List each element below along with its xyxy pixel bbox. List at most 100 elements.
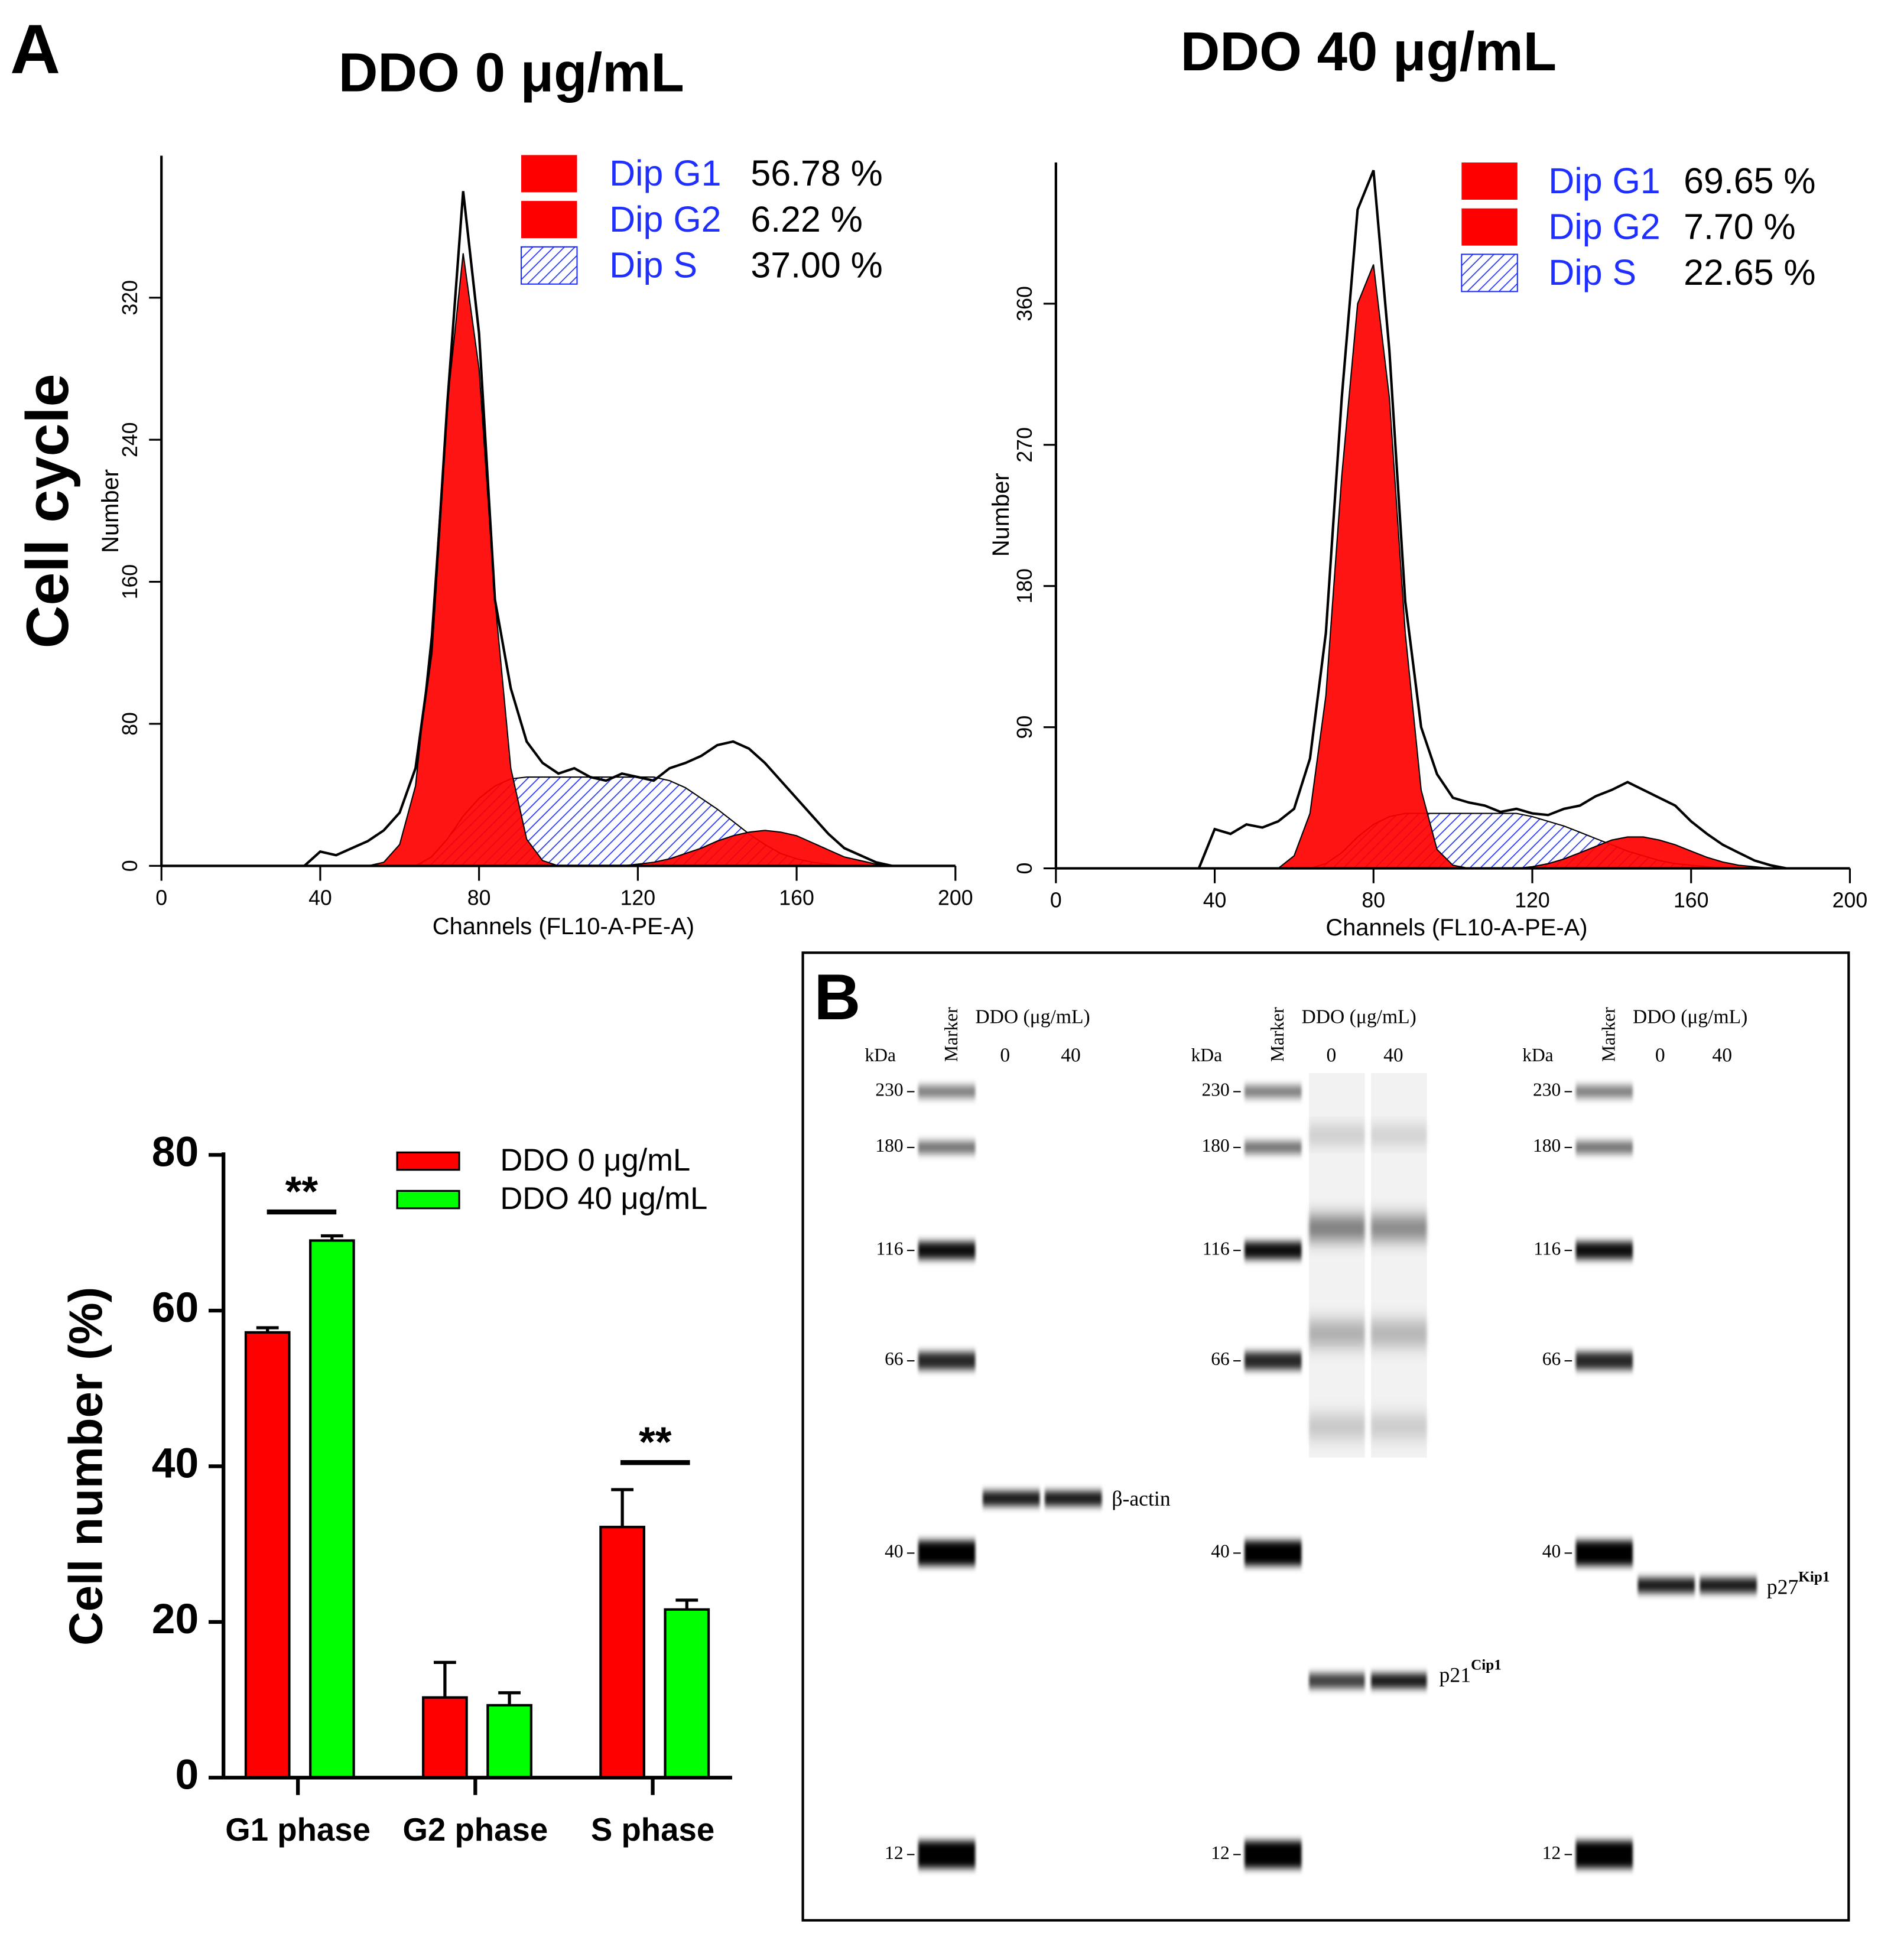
kda-label: kDa [865, 1045, 896, 1065]
lane-label: 40 [1061, 1044, 1081, 1066]
legend-swatch [1461, 162, 1518, 200]
protein-band [1044, 1491, 1102, 1506]
marker-size: 40 [885, 1541, 903, 1562]
kda-label: kDa [1191, 1045, 1222, 1065]
marker-size: 40 [1211, 1541, 1229, 1562]
fit-area [1198, 264, 1786, 869]
legend-label: Dip G1 [609, 153, 721, 193]
histogram-line [1197, 170, 1787, 870]
y-tick-label: 20 [152, 1595, 199, 1643]
legend-label: Dip G2 [609, 199, 721, 239]
legend-label: Dip S [609, 245, 697, 285]
x-tick-label: 200 [938, 886, 973, 909]
marker-size: 40 [1542, 1541, 1561, 1562]
smear-band [1371, 1415, 1427, 1438]
marker-band [1575, 1841, 1633, 1868]
y-tick-label: 360 [1013, 286, 1037, 321]
legend-label: DDO 40 μg/mL [500, 1181, 707, 1216]
row-label: Cell cycle [15, 373, 81, 648]
y-tick-label: 0 [1013, 863, 1037, 875]
y-tick-label: 80 [152, 1128, 199, 1175]
legend-share: 7.70 % [1684, 206, 1796, 246]
marker-size: 116 [1203, 1238, 1230, 1259]
legend-swatch [521, 201, 577, 239]
protein-superscript: Cip1 [1471, 1657, 1502, 1673]
x-tick-label: 160 [779, 886, 814, 909]
marker-size: 180 [1533, 1135, 1561, 1156]
x-tick-label: 0 [1050, 889, 1062, 912]
marker-size: 12 [1542, 1842, 1561, 1863]
y-tick-label: 320 [118, 280, 142, 316]
x-tick-label: 40 [308, 886, 332, 909]
bar [244, 1331, 291, 1779]
marker-band [1244, 1540, 1302, 1566]
chart-title: DDO 0 μg/mL [339, 42, 684, 103]
bar [664, 1608, 710, 1779]
marker-size: 180 [1202, 1135, 1230, 1156]
x-tick-label: 80 [467, 886, 491, 909]
chart-title: DDO 40 μg/mL [1181, 21, 1557, 82]
marker-band [1575, 1085, 1633, 1098]
lane-label: 0 [1327, 1044, 1337, 1066]
legend-label: Dip S [1548, 252, 1636, 292]
treatment-label: DDO (μg/mL) [1633, 1006, 1747, 1028]
smear-band [1309, 1415, 1365, 1438]
legend-label: Dip G1 [1548, 161, 1660, 201]
protein-band [1700, 1578, 1757, 1593]
y-tick-label: 180 [1013, 568, 1037, 604]
annotation: ** [639, 1419, 672, 1466]
marker-band [918, 1352, 976, 1370]
treatment-label: DDO (μg/mL) [975, 1006, 1090, 1028]
panel-label: B [814, 961, 860, 1033]
marker-size: 12 [1211, 1842, 1229, 1863]
marker-size: 180 [875, 1135, 903, 1156]
marker-size: 66 [885, 1348, 903, 1369]
x-axis-label: Channels (FL10-A-PE-A) [1325, 915, 1587, 941]
treatment-label: DDO (μg/mL) [1302, 1006, 1416, 1028]
protein-label: p27Kip1 [1767, 1569, 1830, 1598]
y-tick-label: 40 [152, 1439, 199, 1487]
protein-superscript: Kip1 [1798, 1569, 1830, 1585]
legend-share: 6.22 % [750, 199, 863, 239]
legend-swatch [1461, 253, 1518, 292]
bar [599, 1526, 645, 1779]
protein-label: β-actin [1112, 1487, 1171, 1510]
legend-swatch [1461, 208, 1518, 246]
blot-frame [801, 951, 1850, 1922]
lane-label: 40 [1383, 1044, 1403, 1066]
protein-band [982, 1491, 1040, 1506]
legend-share: 69.65 % [1684, 161, 1815, 201]
x-tick-label: 120 [1515, 889, 1550, 912]
protein-label: p21Cip1 [1440, 1657, 1502, 1686]
marker-size: 66 [1211, 1348, 1229, 1369]
marker-size: 116 [1533, 1238, 1561, 1259]
lane-label: 0 [1655, 1044, 1665, 1066]
marker-band [918, 1085, 976, 1098]
x-tick-label: 40 [1203, 889, 1227, 912]
y-tick-label: 160 [118, 564, 142, 600]
marker-band [1575, 1352, 1633, 1370]
y-axis-label: Number [988, 473, 1014, 557]
panel-label: A [10, 10, 60, 87]
marker-band [1244, 1352, 1302, 1370]
marker-band [1575, 1141, 1633, 1154]
legend-swatch [396, 1151, 460, 1171]
annotation: ** [285, 1168, 319, 1215]
protein-band [1637, 1578, 1695, 1593]
y-tick-label: 60 [152, 1284, 199, 1331]
marker-size: 230 [1202, 1080, 1230, 1100]
lane-label: 0 [1000, 1044, 1010, 1066]
marker-band [918, 1540, 976, 1566]
legend-swatch [521, 155, 577, 193]
marker-label: Marker [1598, 1007, 1619, 1062]
x-tick-label: G1 phase [225, 1812, 371, 1848]
marker-band [918, 1241, 976, 1259]
y-axis-label: Number [98, 469, 124, 553]
smear-band [1309, 1129, 1365, 1142]
legend-swatch [396, 1189, 460, 1210]
protein-band [1309, 1673, 1365, 1689]
legend-label: Dip G2 [1548, 206, 1660, 246]
x-tick-label: 0 [155, 886, 167, 909]
smear-band [1309, 1217, 1365, 1240]
